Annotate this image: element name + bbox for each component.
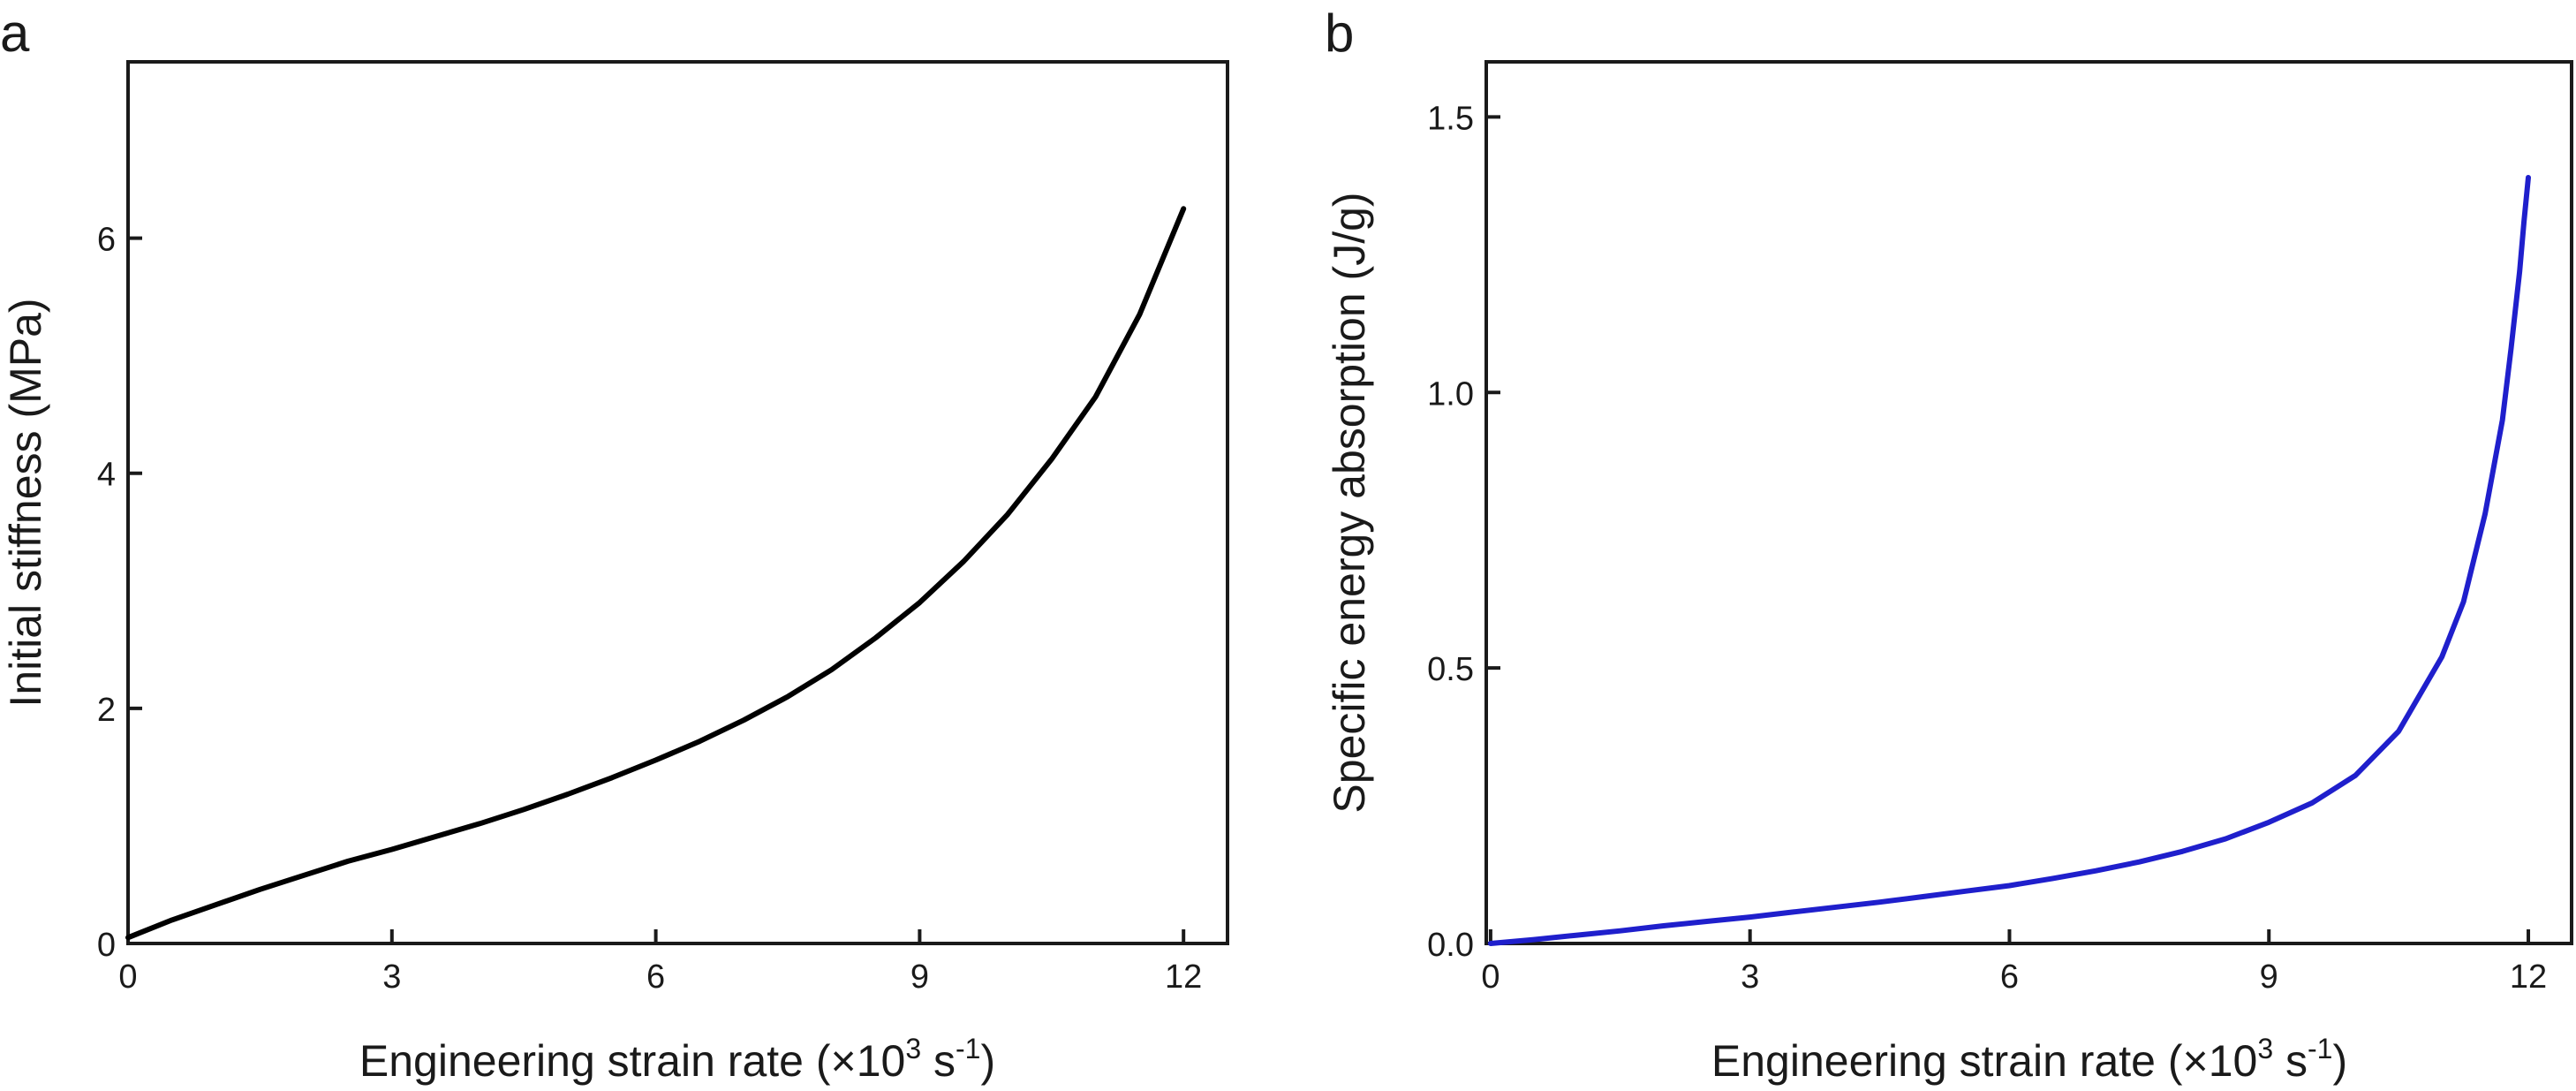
- x-ticks-a: 0 3 6 9 12: [118, 929, 1202, 996]
- series-line-a: [125, 206, 1187, 941]
- y-axis-title-b: Specific energy absorption (J/g): [1325, 192, 1374, 813]
- y-tick-label: 1.5: [1427, 100, 1474, 137]
- x-tick-label: 6: [646, 958, 665, 996]
- x-tick-label: 6: [2000, 958, 2019, 996]
- y-axis-title-a: Initial stiffness (MPa): [1, 298, 50, 707]
- y-tick-label: 1.0: [1427, 375, 1474, 413]
- x-tick-label: 0: [1481, 958, 1500, 996]
- panel-letter-a: a: [0, 4, 30, 63]
- series-line-b: [1487, 175, 2531, 946]
- x-tick-label: 12: [1165, 958, 1202, 996]
- y-tick-label: 6: [97, 222, 116, 259]
- y-ticks-b: 0.0 0.5 1.0 1.5: [1427, 100, 1500, 964]
- y-tick-label: 0.0: [1427, 927, 1474, 964]
- x-ticks-b: 0 3 6 9 12: [1481, 929, 2547, 996]
- y-tick-label: 4: [97, 457, 116, 494]
- y-tick-label: 0: [97, 927, 116, 964]
- x-tick-label: 3: [1741, 958, 1759, 996]
- x-tick-label: 3: [382, 958, 401, 996]
- x-tick-label: 9: [2260, 958, 2278, 996]
- x-tick-label: 0: [118, 958, 137, 996]
- x-tick-label: 9: [910, 958, 929, 996]
- plot-frame-b: [1484, 60, 2573, 945]
- y-tick-label: 2: [97, 692, 116, 729]
- x-tick-label: 12: [2510, 958, 2547, 996]
- panel-letter-b: b: [1325, 4, 1354, 63]
- plot-frame-a: [126, 60, 1229, 945]
- panel-a: a 0 2 4 6 0 3 6 9 12 Engineering strain rate (×…: [0, 4, 1229, 1086]
- panel-b: b 0.0 0.5 1.0 1.5 0 3 6 9 12 Engineering strain…: [1325, 4, 2573, 1086]
- x-axis-title-b: Engineering strain rate (×103 s-1): [1711, 1033, 2347, 1086]
- x-axis-title-a: Engineering strain rate (×103 s-1): [359, 1033, 995, 1086]
- y-tick-label: 0.5: [1427, 651, 1474, 688]
- y-ticks-a: 0 2 4 6: [97, 222, 142, 964]
